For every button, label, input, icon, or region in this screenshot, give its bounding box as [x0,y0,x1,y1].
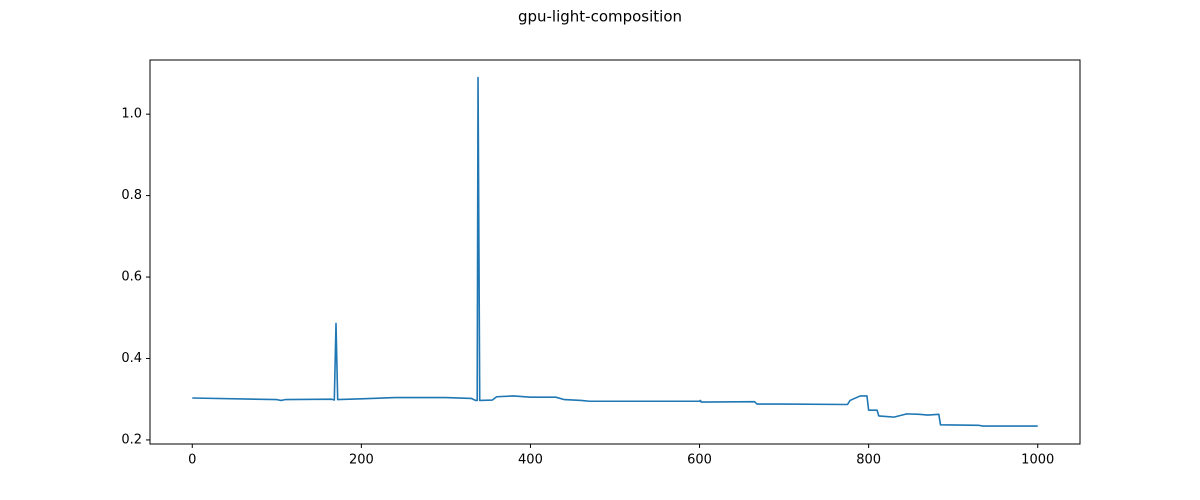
x-tick-label: 1000 [1021,453,1054,468]
plot-frame [149,59,1081,445]
x-tick-label: 0 [188,453,196,468]
y-tick-label: 0.2 [121,432,142,447]
chart-title: gpu-light-composition [518,8,682,26]
y-tick-label: 1.0 [121,107,142,122]
y-tick-label: 0.8 [121,188,142,203]
x-tick-label: 200 [349,453,374,468]
data-line [192,76,1038,427]
x-tick-label: 400 [518,453,543,468]
x-tick-label: 800 [856,453,881,468]
y-tick-label: 0.6 [121,270,142,285]
y-tick-label: 0.4 [121,351,142,366]
x-tick-label: 600 [687,453,712,468]
